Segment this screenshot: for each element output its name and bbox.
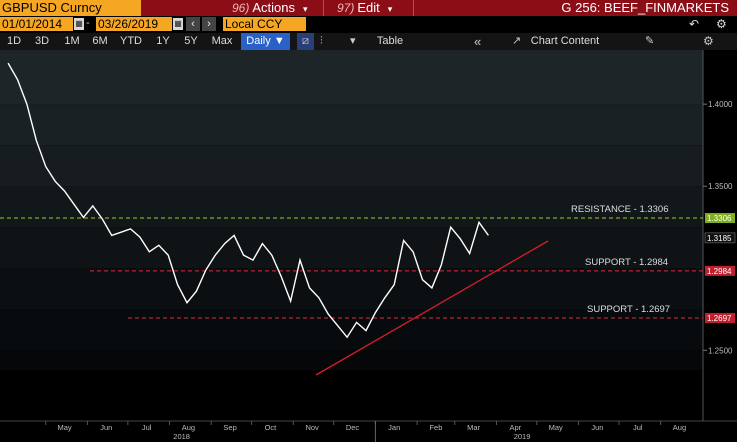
actions-shortcut: 96) <box>232 1 250 15</box>
x-tick-label: Jul <box>142 423 152 432</box>
caret-down-icon: ▾ <box>302 4 308 14</box>
bar-style-icon[interactable]: ⫶ <box>320 35 323 47</box>
y-tick-label: 1.3500 <box>708 182 733 191</box>
background-bands <box>0 50 703 421</box>
x-tick-label: Aug <box>182 423 195 432</box>
title-bar: GBPUSD Curncy 96) Actions ▾ 97) Edit ▾ G 256… <box>0 0 737 16</box>
y-tick-label: 1.4000 <box>708 100 733 109</box>
y-tick-label: 1.2500 <box>708 346 733 355</box>
x-tick-label: Oct <box>265 423 278 432</box>
x-tick-label: May <box>57 423 71 432</box>
x-tick-label: Feb <box>429 423 442 432</box>
chevron-right-icon[interactable]: › <box>202 17 216 31</box>
divider <box>323 0 324 16</box>
end-date-input[interactable]: 03/26/2019 <box>96 17 172 31</box>
range-1d-button[interactable]: 1D <box>6 35 22 47</box>
background-band <box>0 350 703 370</box>
ticker-field[interactable]: GBPUSD Curncy <box>0 0 141 16</box>
range-1m-button[interactable]: 1M <box>64 35 80 47</box>
x-tick-label: Apr <box>509 423 521 432</box>
actions-label: Actions <box>252 0 295 15</box>
price-tag-bg <box>705 265 735 276</box>
gear-icon[interactable]: ⚙ <box>703 34 714 48</box>
level-label: SUPPORT - 1.2697 <box>587 304 670 315</box>
line-chart-icon[interactable]: ⧄ <box>297 33 314 50</box>
price-tag-label: 1.2697 <box>707 314 732 323</box>
x-tick-label: Jun <box>591 423 603 432</box>
range-3d-button[interactable]: 3D <box>34 35 50 47</box>
range-max-button[interactable]: Max <box>211 35 233 47</box>
background-band <box>0 370 703 421</box>
background-band <box>0 186 703 228</box>
x-tick-label: Jun <box>100 423 112 432</box>
last-price-label: 1.3185 <box>707 234 732 243</box>
undo-icon[interactable]: ↶ <box>689 17 700 31</box>
chart-content-button[interactable]: Chart Content <box>530 35 600 47</box>
trend-line <box>315 240 549 376</box>
x-tick-label: Dec <box>346 423 360 432</box>
table-button[interactable]: Table <box>376 35 404 47</box>
range-6m-button[interactable]: 6M <box>92 35 108 47</box>
last-price-tag-bg <box>704 232 736 244</box>
edit-shortcut: 97) <box>337 1 355 15</box>
frequency-select[interactable]: Daily ▼ <box>241 33 290 50</box>
divider <box>413 0 414 16</box>
start-date-input[interactable]: 01/01/2014 <box>0 17 73 31</box>
calendar-icon[interactable]: ▦ <box>74 18 84 30</box>
caret-down-icon: ▼ <box>273 35 285 47</box>
x-tick-label: Jul <box>633 423 643 432</box>
range-5y-button[interactable]: 5Y <box>184 35 198 47</box>
chart-content-icon[interactable]: ↗ <box>512 35 522 47</box>
background-band <box>0 145 703 187</box>
x-axis-labels: May Jun Jul Aug Sep Oct Nov Dec Jan Feb Mar Apr May J… <box>45 421 686 442</box>
range-ytd-button[interactable]: YTD <box>120 35 142 47</box>
level-label: RESISTANCE - 1.3306 <box>571 204 669 215</box>
dash-separator: - <box>86 17 90 29</box>
price-tags: 1.3306 1.2984 1.2697 1.3185 <box>704 213 736 323</box>
price-tag-label: 1.3306 <box>707 214 732 223</box>
collapse-left-icon[interactable]: « <box>474 34 482 49</box>
price-chart[interactable]: RESISTANCE - 1.3306 SUPPORT - 1.2984 SUPPO… <box>0 50 737 442</box>
date-range-bar: 01/01/2014 ▦ - 03/26/2019 ▦ ‹ › Local CC… <box>0 16 737 33</box>
price-tag-label: 1.2984 <box>707 267 732 276</box>
actions-menu[interactable]: 96) Actions ▾ <box>232 0 308 16</box>
background-band <box>0 268 703 310</box>
x-tick-label: Sep <box>223 423 236 432</box>
edit-icon[interactable]: ✎ <box>645 35 655 47</box>
edit-label: Edit <box>357 0 380 15</box>
currency-label: Local CCY <box>225 17 283 31</box>
price-series-line <box>7 62 489 339</box>
level-label: SUPPORT - 1.2984 <box>585 257 668 268</box>
range-toolbar: 1D 3D 1M 6M YTD 1Y 5Y Max Daily ▼ ⧄ ⫶ ▾ … <box>0 33 737 50</box>
caret-down-icon[interactable]: ▾ <box>350 35 356 47</box>
price-tag-bg <box>705 312 735 323</box>
currency-select[interactable]: Local CCY <box>223 17 306 31</box>
year-label: 2018 <box>173 432 190 441</box>
page-title: G 256: BEEF_FINMARKETS <box>561 0 729 15</box>
price-tag-bg <box>705 213 735 224</box>
chevron-left-icon[interactable]: ‹ <box>186 17 200 31</box>
x-tick-label: Aug <box>673 423 686 432</box>
x-tick-label: May <box>549 423 563 432</box>
edit-menu[interactable]: 97) Edit ▾ <box>337 0 392 16</box>
background-band <box>0 50 703 105</box>
background-band <box>0 104 703 146</box>
y-axis-labels: 1.4000 1.3500 1.2500 <box>703 100 733 355</box>
frequency-label: Daily <box>246 35 271 47</box>
x-tick-label: Mar <box>467 423 480 432</box>
range-1y-button[interactable]: 1Y <box>156 35 170 47</box>
x-tick-label: Jan <box>388 423 400 432</box>
calendar-icon[interactable]: ▦ <box>173 18 183 30</box>
x-tick-label: Nov <box>305 423 319 432</box>
settings-icon[interactable]: ⚙ <box>716 17 727 31</box>
year-label: 2019 <box>514 432 531 441</box>
caret-down-icon: ▾ <box>387 4 393 14</box>
